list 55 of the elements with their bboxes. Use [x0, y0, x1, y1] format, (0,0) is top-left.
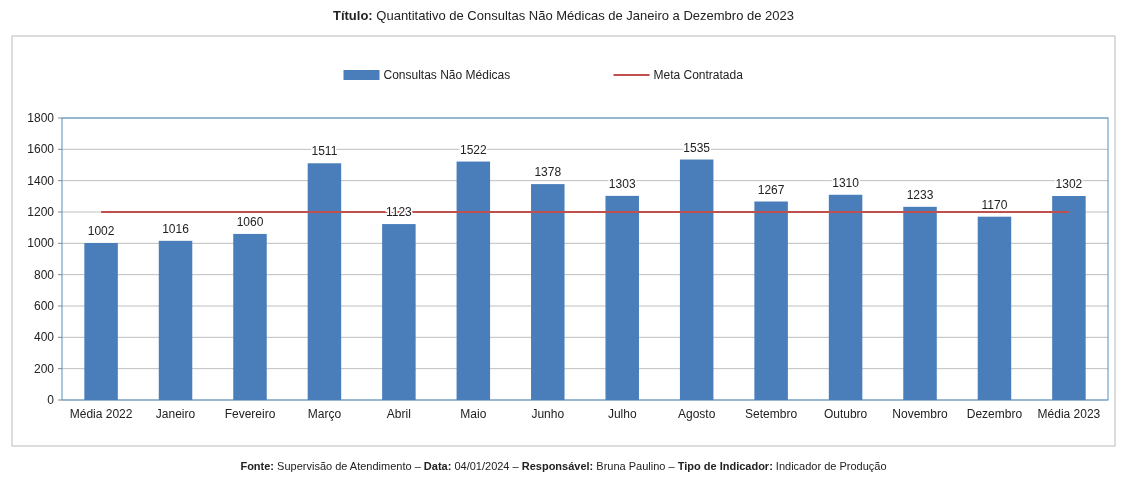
y-tick-label: 1000 [27, 236, 55, 251]
x-tick-label: Janeiro [155, 407, 196, 421]
bar [754, 201, 788, 400]
data-label: 1310 [832, 175, 860, 190]
y-tick-label: 1600 [27, 142, 55, 157]
bar [977, 216, 1012, 400]
bar [84, 243, 118, 400]
x-tick-label: Março [307, 407, 342, 421]
x-tick-label: Média 2023 [1037, 407, 1101, 421]
y-tick-label: 0 [47, 393, 55, 407]
data-label: 1522 [459, 142, 487, 157]
bar [679, 159, 714, 400]
bar [233, 233, 267, 400]
x-tick-label: Agosto [677, 407, 716, 421]
data-label: 1002 [87, 224, 115, 239]
x-tick-label: Junho [531, 407, 565, 421]
data-label: 1170 [981, 197, 1008, 212]
y-tick-label: 1400 [27, 173, 55, 188]
x-tick-label: Outubro [823, 407, 868, 421]
bar [158, 240, 193, 400]
bar [605, 195, 639, 400]
data-label: 1303 [608, 176, 636, 191]
x-tick-label: Julho [607, 407, 637, 421]
y-tick-label: 1800 [27, 111, 55, 125]
y-tick-label: 400 [33, 330, 55, 345]
bar [903, 206, 937, 400]
data-label: 1233 [906, 187, 934, 202]
data-label: 1535 [683, 140, 711, 155]
y-tick-label: 1200 [27, 205, 55, 219]
bar [828, 194, 863, 400]
y-tick-label: 200 [33, 361, 55, 376]
data-label: 1511 [311, 144, 338, 159]
bar [456, 161, 491, 400]
x-tick-label: Abril [386, 407, 411, 421]
x-tick-label: Setembro [745, 407, 798, 421]
data-label: 1378 [534, 165, 562, 180]
bar [1052, 196, 1086, 400]
x-tick-label: Fevereiro [224, 407, 276, 421]
y-tick-label: 600 [33, 299, 55, 313]
x-tick-label: Maio [460, 407, 487, 421]
bar [307, 163, 342, 400]
data-label: 1267 [757, 182, 785, 197]
legend-label: Consultas Não Médicas [383, 68, 511, 82]
y-tick-label: 800 [33, 267, 55, 282]
bar [382, 224, 416, 400]
x-tick-label: Média 2022 [69, 407, 133, 421]
chart-title: Título: Quantitativo de Consultas Não Médicas de Janeiro a Dezembro de 2023 [332, 8, 795, 23]
x-tick-label: Novembro [892, 407, 949, 421]
bar [531, 184, 565, 400]
data-label: 1302 [1055, 177, 1083, 192]
text: Fonte: Supervisão de Atendimento – Data: 04/01/2024 – Responsável: Bruna Paulino – Tipo de Indicador: Indicador de Produção [240, 460, 887, 472]
x-tick-label: Dezembro [966, 407, 1023, 421]
data-label: 1016 [162, 221, 190, 236]
data-label: 1060 [236, 214, 264, 229]
legend-label: Meta Contratada [653, 68, 744, 82]
